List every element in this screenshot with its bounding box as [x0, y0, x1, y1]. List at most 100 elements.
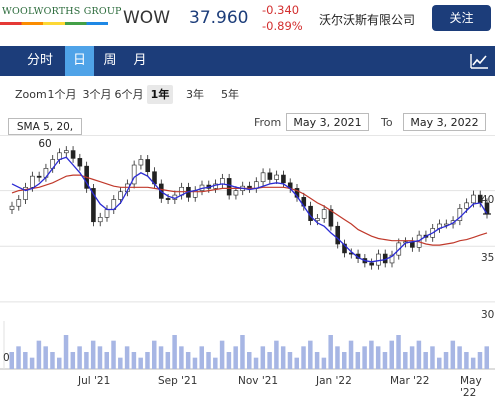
zoom-6m-button[interactable]: 6个月	[114, 88, 144, 101]
candle-body	[471, 194, 476, 204]
volume-bar	[152, 340, 157, 369]
candle-body	[36, 175, 42, 178]
volume-bar	[247, 352, 252, 369]
candle-body	[23, 186, 28, 200]
volume-bar	[328, 335, 333, 369]
follow-button[interactable]: 关注	[432, 5, 491, 31]
volume-bar	[9, 352, 14, 369]
volume-bar	[226, 352, 232, 369]
y-tick-label: 40	[481, 194, 495, 206]
x-tick-label: Nov '21	[238, 375, 279, 387]
volume-bar	[301, 346, 306, 369]
candle-body	[118, 191, 123, 200]
volume-bar	[477, 352, 483, 369]
volume-bar	[416, 340, 422, 369]
x-tick-label: Mar '22	[390, 375, 430, 387]
price-change: -0.340 -0.89%	[262, 2, 303, 34]
volume-bar	[172, 335, 177, 369]
tab-daily[interactable]: 日	[65, 46, 94, 76]
volume-bar	[348, 340, 354, 369]
candle-body	[389, 254, 395, 264]
candle-body	[274, 174, 279, 180]
candle-body	[226, 178, 232, 196]
price-chart[interactable]	[0, 135, 495, 375]
quote-header	[0, 0, 495, 40]
candle-body	[138, 159, 144, 166]
volume-bar	[213, 357, 218, 369]
candle-body	[335, 225, 341, 245]
volume-bar	[16, 346, 21, 369]
to-date-input[interactable]: May 3, 2022	[403, 113, 486, 131]
candle-body	[376, 253, 381, 266]
candle-body	[464, 202, 469, 209]
volume-bar	[90, 340, 96, 369]
volume-bar	[470, 357, 476, 369]
change-absolute: -0.340	[262, 3, 300, 17]
volume-bar	[287, 352, 293, 369]
volume-bar	[443, 352, 449, 369]
tab-intraday[interactable]: 分时	[26, 53, 53, 68]
volume-bar	[437, 357, 442, 369]
volume-bar	[314, 352, 320, 369]
volume-bar	[77, 346, 82, 369]
candle-body	[91, 188, 96, 223]
x-tick-label: Sep '21	[158, 375, 198, 387]
x-tick-label: May '22	[460, 375, 482, 399]
volume-bar	[484, 346, 489, 369]
tab-weekly[interactable]: 周	[103, 53, 117, 68]
volume-bar	[464, 352, 469, 369]
candle-body	[9, 205, 15, 210]
volume-bar	[369, 340, 374, 369]
volume-bar	[382, 352, 388, 369]
sma-indicator-label[interactable]: SMA 5, 20, 60	[8, 118, 82, 150]
volume-bar	[63, 335, 69, 369]
to-label: To	[381, 116, 393, 129]
volume-bar	[362, 346, 367, 369]
y-tick-label: 0	[3, 352, 10, 364]
candle-body	[342, 243, 347, 254]
volume-bar	[192, 357, 198, 369]
company-name: 沃尔沃斯有限公司	[319, 13, 416, 27]
candle-body	[63, 150, 69, 154]
volume-bar	[396, 335, 401, 369]
candle-body	[70, 150, 76, 159]
volume-bar	[118, 357, 123, 369]
volume-bar	[23, 352, 28, 369]
volume-bar	[131, 352, 137, 369]
x-tick-label: Jan '22	[316, 375, 352, 387]
zoom-5y-button[interactable]: 5年	[221, 88, 239, 101]
volume-bar	[457, 346, 462, 369]
from-label: From	[254, 116, 282, 129]
sma-20-line	[11, 156, 488, 263]
y-tick-label: 35	[481, 252, 495, 264]
volume-bar	[280, 346, 286, 369]
volume-bar	[185, 352, 191, 369]
candle-body	[220, 178, 225, 185]
candle-body	[233, 190, 239, 196]
line-chart-icon[interactable]	[464, 46, 495, 76]
tab-monthly[interactable]: 月	[133, 53, 147, 68]
volume-bar	[36, 340, 42, 369]
zoom-1y-button[interactable]: 1年	[147, 85, 173, 104]
zoom-3m-button[interactable]: 3个月	[82, 88, 112, 101]
volume-bar	[104, 352, 109, 369]
y-tick-label: 30	[481, 309, 495, 321]
logo-text: WOOLWORTHS GROUP	[2, 6, 122, 17]
volume-bar	[430, 346, 435, 369]
volume-bar	[450, 340, 456, 369]
volume-bar	[206, 352, 211, 369]
volume-bar	[294, 357, 299, 369]
zoom-3y-button[interactable]: 3年	[186, 88, 204, 101]
last-price: 37.960	[189, 8, 249, 28]
from-date-input[interactable]: May 3, 2021	[286, 113, 369, 131]
ticker-symbol: WOW	[123, 8, 170, 28]
candle-body	[97, 217, 103, 223]
volume-bar	[179, 346, 184, 369]
volume-bar	[274, 340, 279, 369]
candle-body	[131, 164, 137, 185]
candle-body	[260, 172, 266, 183]
zoom-1m-button[interactable]: 1个月	[47, 88, 77, 101]
volume-bar	[50, 352, 55, 369]
volume-bar	[240, 335, 245, 369]
candle-body	[145, 159, 151, 173]
